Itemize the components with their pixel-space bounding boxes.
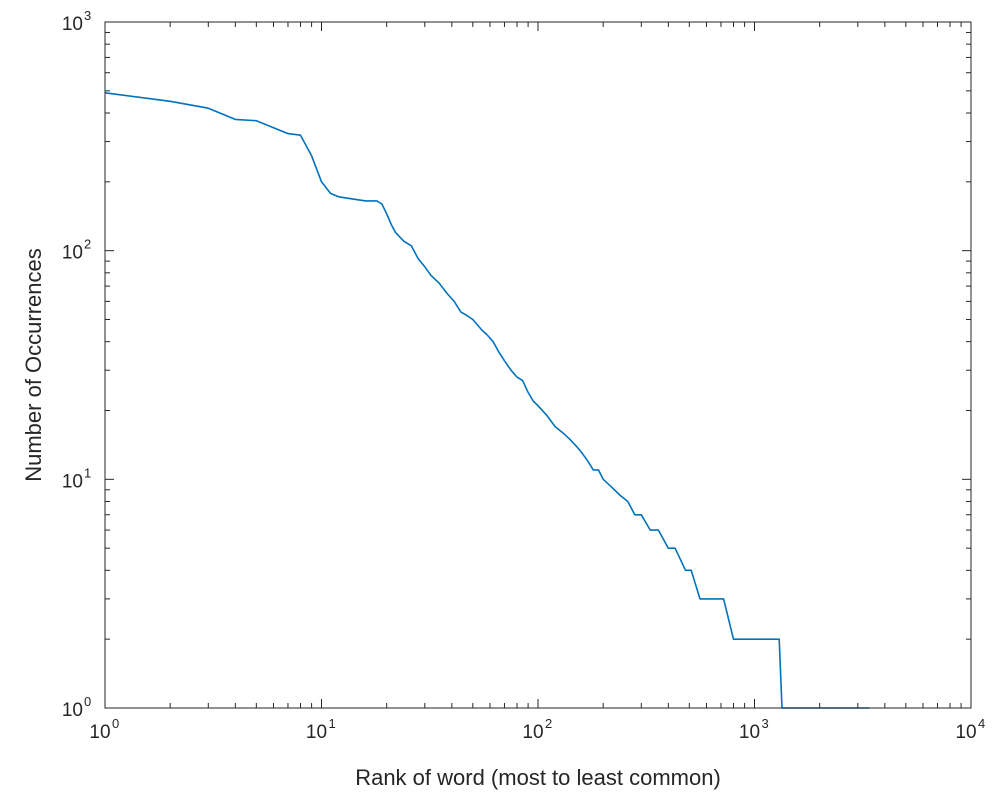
minor-ticks [105, 22, 971, 708]
x-tick-label-exponent: 4 [978, 716, 985, 731]
x-tick-labels: 10 0 10 1 10 2 10 3 10 4 [89, 716, 985, 743]
y-tick-label: 10 [62, 14, 83, 35]
y-axis-label: Number of Occurrences [21, 248, 46, 482]
x-tick-label: 10 [522, 722, 543, 743]
y-tick-label-exponent: 3 [84, 8, 91, 23]
x-tick-label-exponent: 3 [762, 716, 769, 731]
y-tick-label-exponent: 1 [84, 465, 91, 480]
y-tick-label: 10 [62, 471, 83, 492]
y-tick-label-exponent: 0 [84, 694, 91, 709]
x-tick-label: 10 [955, 722, 976, 743]
x-tick-label-exponent: 1 [329, 716, 336, 731]
y-tick-label: 10 [62, 243, 83, 264]
y-tick-label: 10 [62, 700, 83, 721]
x-axis-label: Rank of word (most to least common) [355, 765, 721, 790]
x-tick-label-exponent: 0 [112, 716, 119, 731]
x-tick-label-exponent: 2 [545, 716, 552, 731]
axes-box [104, 21, 972, 709]
series-group [104, 92, 870, 709]
x-tick-label: 10 [89, 722, 110, 743]
data-series-line [104, 92, 870, 709]
x-tick-label: 10 [306, 722, 327, 743]
y-tick-label-exponent: 2 [84, 237, 91, 252]
x-tick-label: 10 [739, 722, 760, 743]
plot-area [105, 22, 971, 708]
